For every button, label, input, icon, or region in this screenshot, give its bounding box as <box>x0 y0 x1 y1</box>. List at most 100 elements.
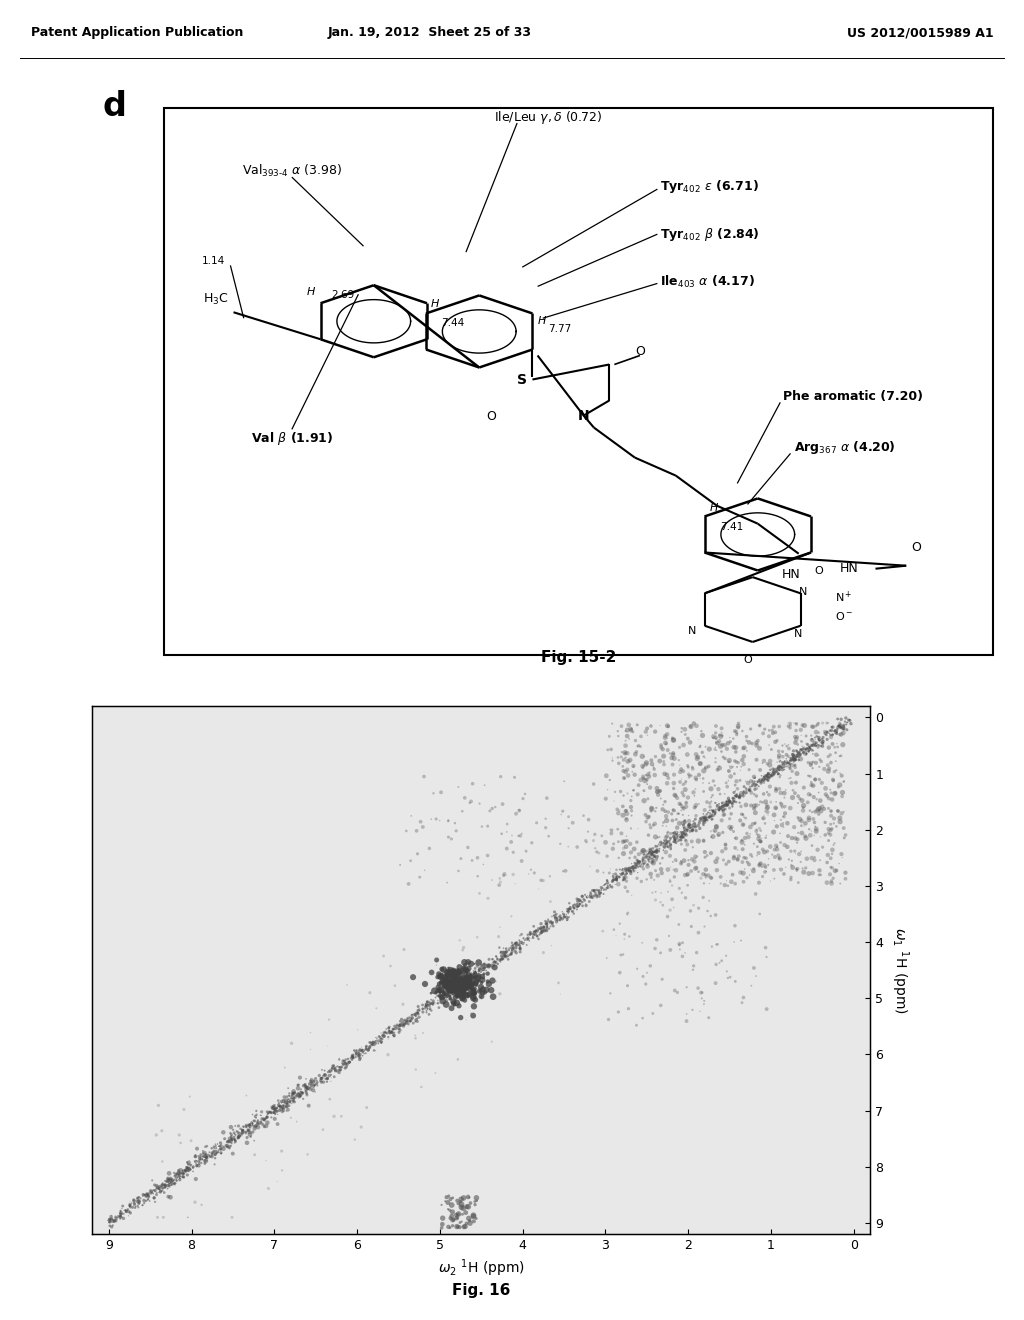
Point <box>458 1010 474 1031</box>
Point <box>701 796 718 817</box>
Point <box>454 975 470 997</box>
Point <box>718 854 734 875</box>
Point <box>496 937 512 958</box>
Point <box>294 1082 310 1104</box>
Point <box>309 1074 326 1096</box>
Point <box>573 892 590 913</box>
Point <box>662 871 678 892</box>
Point <box>717 795 733 816</box>
Point <box>772 756 788 777</box>
Point <box>239 1115 255 1137</box>
Point <box>163 1175 179 1196</box>
Point <box>511 929 527 950</box>
Point <box>241 1115 257 1137</box>
Point <box>638 721 654 742</box>
Point <box>666 898 682 919</box>
Point <box>276 1086 293 1107</box>
Point <box>437 1191 454 1212</box>
Point <box>659 859 676 880</box>
Point <box>221 1131 238 1152</box>
Point <box>146 1175 163 1196</box>
Point <box>439 961 456 982</box>
Point <box>811 859 827 880</box>
Point <box>258 1150 274 1171</box>
Point <box>840 709 856 730</box>
Point <box>465 982 481 1003</box>
Point <box>413 812 429 833</box>
Point <box>782 714 799 735</box>
Point <box>565 896 582 917</box>
Point <box>265 1096 282 1117</box>
Point <box>378 1019 394 1040</box>
Point <box>274 1096 291 1117</box>
Point <box>673 829 689 850</box>
Point <box>735 754 752 775</box>
Point <box>611 913 628 935</box>
Point <box>441 1200 458 1221</box>
Point <box>266 1096 283 1117</box>
Point <box>826 833 843 854</box>
Point <box>692 752 709 774</box>
Point <box>126 1193 142 1214</box>
Point <box>758 828 774 849</box>
Point <box>178 1160 195 1181</box>
Point <box>708 851 724 873</box>
Point <box>690 978 707 999</box>
Point <box>771 759 787 780</box>
Point <box>645 850 662 871</box>
Point <box>199 1147 215 1168</box>
Point <box>442 960 459 981</box>
Point <box>812 826 828 847</box>
Point <box>492 949 508 970</box>
Point <box>466 953 482 974</box>
Point <box>398 1010 415 1031</box>
Point <box>587 838 603 859</box>
Point <box>476 775 493 796</box>
Point <box>773 756 790 777</box>
Point <box>827 742 844 763</box>
Point <box>679 744 695 766</box>
Point <box>591 879 607 900</box>
Point <box>677 723 693 744</box>
Point <box>525 927 542 948</box>
Point <box>683 766 699 787</box>
Point <box>381 1022 397 1043</box>
Point <box>559 909 575 931</box>
Point <box>762 870 778 891</box>
Point <box>181 1150 198 1171</box>
Point <box>455 987 471 1008</box>
Point <box>765 759 781 780</box>
Point <box>796 738 812 759</box>
Point <box>829 717 846 738</box>
Point <box>745 858 762 879</box>
Point <box>608 869 625 890</box>
Point <box>541 825 557 846</box>
Point <box>822 800 839 821</box>
Point <box>676 797 692 818</box>
Point <box>408 1006 424 1027</box>
Point <box>434 958 451 979</box>
Point <box>761 763 777 784</box>
Point <box>383 1022 399 1043</box>
Point <box>618 726 635 747</box>
Point <box>135 1185 152 1206</box>
Point <box>161 1163 177 1184</box>
Point <box>649 865 666 886</box>
Point <box>676 824 692 845</box>
Point <box>819 873 836 894</box>
Point <box>794 735 810 756</box>
Point <box>806 812 822 833</box>
Point <box>831 715 848 737</box>
Point <box>690 793 707 814</box>
Point <box>226 1129 243 1150</box>
Point <box>523 928 540 949</box>
Point <box>131 1191 147 1212</box>
Point <box>449 993 465 1014</box>
Point <box>331 1048 347 1069</box>
Point <box>666 729 682 750</box>
Point <box>187 1151 204 1172</box>
Point <box>825 813 842 834</box>
Point <box>680 854 696 875</box>
Point <box>431 973 447 994</box>
Point <box>298 1076 314 1097</box>
